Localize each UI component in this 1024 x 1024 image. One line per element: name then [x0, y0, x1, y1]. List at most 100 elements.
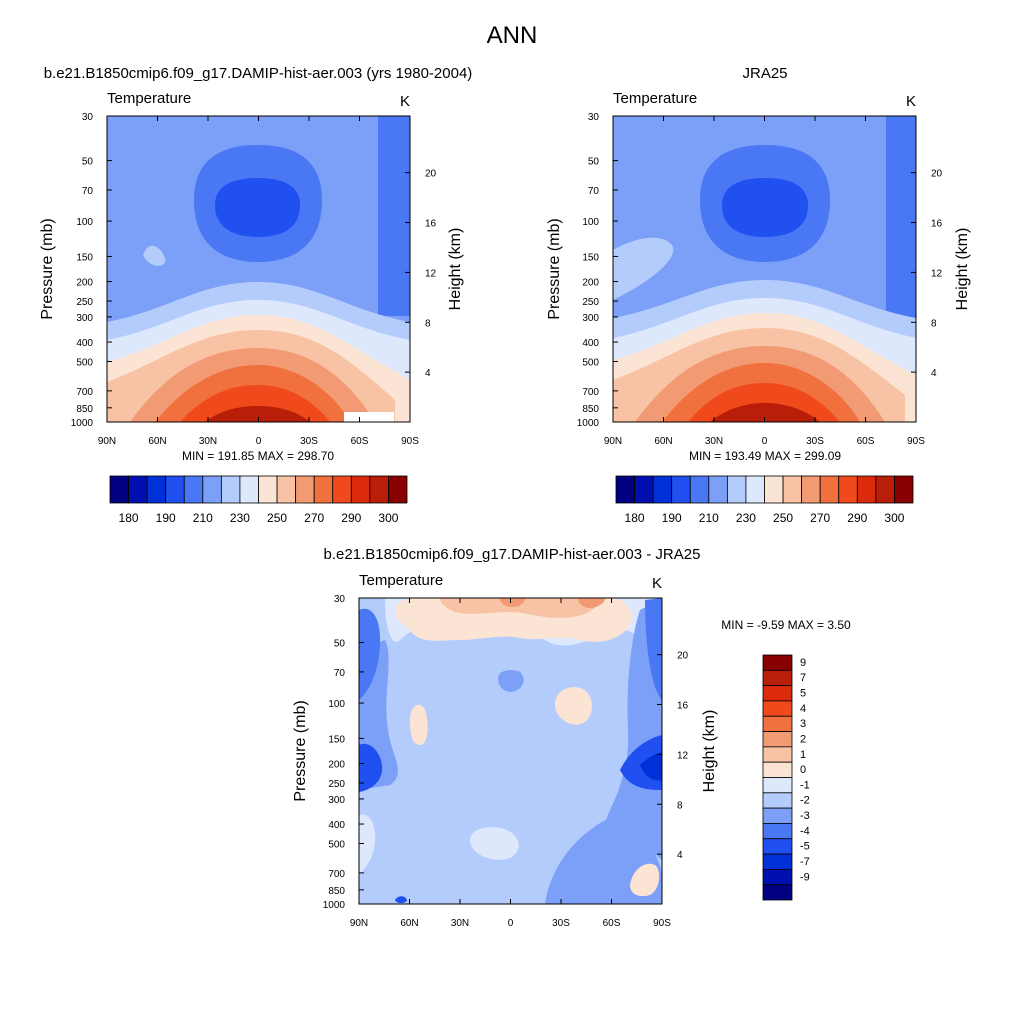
colorbar-swatch: [762, 884, 793, 901]
lat-tick-label: 60S: [603, 918, 621, 929]
contour-fill-tropopause-core: [722, 178, 808, 237]
lat-tick-label: 60S: [351, 436, 369, 447]
pressure-tick-label: 300: [582, 313, 599, 324]
panel-model-ticks: 305070100150200250300400500700850100090N…: [71, 112, 437, 447]
colorbar-label: 190: [156, 511, 176, 525]
contour-fill-m5-sfc: [395, 896, 407, 903]
colorbar-swatch: [762, 746, 793, 763]
panel-model-units: K: [400, 93, 410, 110]
pressure-tick-label: 150: [328, 734, 345, 745]
lat-tick-label: 90N: [350, 918, 368, 929]
panel-obs-stats: MIN = 193.49 MAX = 299.09: [689, 449, 841, 463]
colorbar-swatch: [762, 823, 793, 840]
colorbar-swatch: [388, 475, 408, 504]
colorbar-label: 0: [800, 764, 806, 776]
pressure-tick-label: 30: [82, 112, 94, 123]
lat-tick-label: 60N: [148, 436, 166, 447]
panel-diff: b.e21.B1850cmip6.f09_g17.DAMIP-hist-aer.…: [292, 546, 851, 929]
colorbar-label: 230: [736, 511, 756, 525]
contour-fill-ubtl-blob: [143, 245, 166, 266]
colorbar-swatch: [183, 475, 204, 504]
pressure-tick-label: 850: [328, 886, 345, 897]
contour-fill-m5-nh: [359, 743, 383, 792]
contour-fill-m7-sh: [640, 752, 662, 781]
contour-fill-m4-nh: [359, 608, 380, 700]
pressure-tick-label: 30: [588, 112, 600, 123]
colorbar-swatch: [801, 475, 821, 504]
colorbar-label: 4: [800, 703, 806, 715]
height-tick-label: 8: [677, 800, 683, 811]
pressure-tick-label: 500: [582, 358, 599, 369]
colorbar-swatch: [726, 475, 747, 504]
contour-fill-p0-blob: [555, 687, 592, 725]
pressure-tick-label: 300: [328, 795, 345, 806]
pressure-tick-label: 300: [76, 313, 93, 324]
panel-model-stats: MIN = 191.85 MAX = 298.70: [182, 449, 334, 463]
colorbar-label: -1: [800, 779, 810, 791]
colorbar-swatch: [762, 838, 793, 855]
pressure-tick-label: 200: [582, 278, 599, 289]
panel-model-ylabel: Pressure (mb): [39, 218, 56, 319]
colorbar-swatch: [258, 475, 278, 504]
colorbar-swatch: [764, 475, 784, 504]
panel-obs-units: K: [906, 93, 916, 110]
colorbar-label: 270: [304, 511, 324, 525]
colorbar-label: -2: [800, 795, 810, 807]
pressure-tick-label: 250: [328, 779, 345, 790]
height-tick-label: 12: [677, 750, 689, 761]
colorbar-swatch: [146, 475, 167, 504]
lat-tick-label: 0: [256, 436, 262, 447]
colorbar-swatch: [689, 475, 710, 504]
colorbar-swatch: [295, 475, 315, 504]
colorbar-swatch: [671, 475, 691, 504]
pressure-tick-label: 850: [76, 404, 93, 415]
panel-model-rlabel: Height (km): [447, 228, 464, 311]
contour-fill-p2-upper-s: [578, 598, 605, 608]
height-tick-label: 4: [677, 850, 683, 861]
height-tick-label: 12: [931, 268, 943, 279]
panel-diff-case-title: b.e21.B1850cmip6.f09_g17.DAMIP-hist-aer.…: [324, 546, 701, 563]
pressure-tick-label: 700: [328, 869, 345, 880]
lat-tick-label: 30S: [300, 436, 318, 447]
colorbar-swatch: [875, 475, 895, 504]
pressure-tick-label: 500: [76, 358, 93, 369]
colorbar-swatch: [762, 669, 793, 687]
colorbar-swatch: [762, 868, 793, 886]
lat-tick-label: 30N: [199, 436, 217, 447]
pressure-tick-label: 50: [588, 157, 600, 168]
contour-fill-tropopause-core: [215, 178, 300, 237]
contour-fill-m1-nh-low: [359, 814, 376, 875]
figure-title: ANN: [487, 22, 538, 49]
contour-missing-topography: [344, 412, 394, 422]
colorbar-swatch: [239, 475, 259, 504]
pressure-tick-label: 200: [328, 760, 345, 771]
lat-tick-label: 90S: [653, 918, 671, 929]
panel-obs-var-label: Temperature: [613, 90, 697, 107]
colorbar-swatch: [615, 475, 635, 504]
contour-fill-ubtl-region: [613, 237, 674, 300]
colorbar-label: 5: [800, 688, 806, 700]
contour-fill-p0-blob-nh: [410, 704, 428, 745]
contour-fill-polar-south: [378, 116, 410, 316]
height-tick-label: 4: [931, 368, 937, 379]
lat-tick-label: 90N: [98, 436, 116, 447]
lat-tick-label: 90S: [907, 436, 925, 447]
pressure-tick-label: 250: [76, 297, 93, 308]
panel-obs-case-title: JRA25: [742, 65, 787, 82]
pressure-tick-label: 1000: [71, 418, 94, 429]
colorbar-label: 3: [800, 718, 806, 730]
height-tick-label: 8: [931, 318, 937, 329]
pressure-tick-label: 1000: [577, 418, 600, 429]
panel-diff-contours: [359, 598, 662, 904]
panel-diff-rlabel: Height (km): [701, 710, 718, 793]
panel-model-case-title: b.e21.B1850cmip6.f09_g17.DAMIP-hist-aer.…: [44, 65, 473, 82]
colorbar-label: 270: [810, 511, 830, 525]
lat-tick-label: 90S: [401, 436, 419, 447]
panel-model-contours: [107, 116, 410, 422]
height-tick-label: 16: [425, 219, 437, 230]
colorbar-swatch: [762, 731, 793, 748]
colorbar-label: -4: [800, 825, 810, 837]
contour-fill-m3-eq: [498, 670, 524, 692]
colorbar-swatch: [819, 475, 840, 504]
